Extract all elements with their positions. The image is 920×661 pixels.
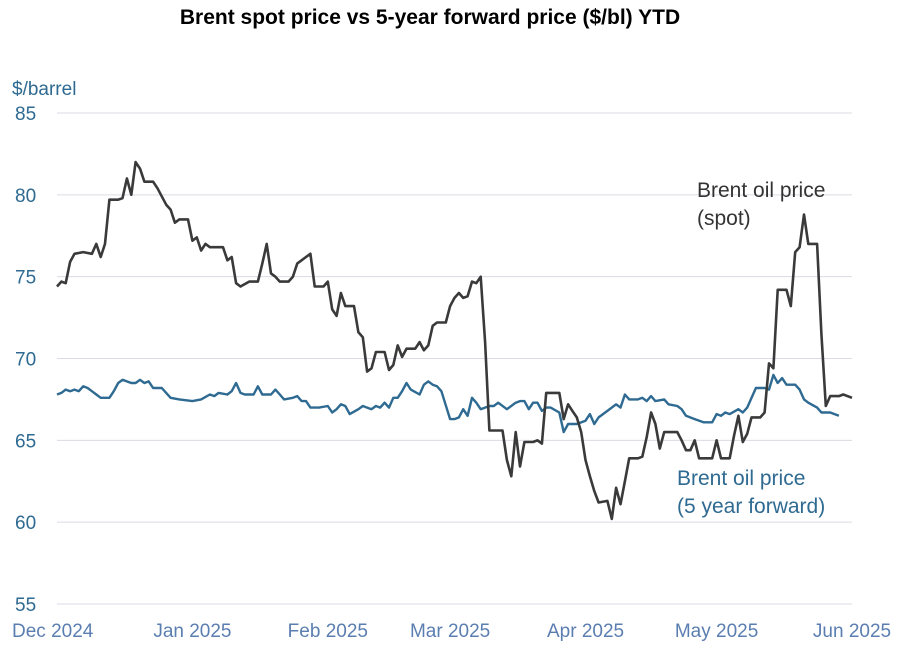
x-tick-label-mar-2025: Mar 2025 — [410, 621, 490, 642]
spot-series-label-line-1: Brent oil price — [697, 179, 825, 202]
x-tick-labels: Dec 2024 Jan 2025 Feb 2025 Mar 2025 Apr 2025… — [12, 621, 891, 642]
gridlines — [57, 112, 852, 605]
y-tick-labels: 55 60 65 70 75 80 85 — [15, 104, 36, 616]
forward-series-label-line-2: (5 year forward) — [677, 495, 825, 518]
y-tick-label-80: 80 — [15, 186, 36, 207]
series-group — [56, 160, 853, 521]
y-tick-label-65: 65 — [15, 431, 36, 452]
forward-series-label-line-1: Brent oil price — [677, 467, 805, 490]
x-tick-label-jan-2025: Jan 2025 — [153, 621, 231, 642]
forward-price-line — [56, 373, 840, 434]
series-annotations: Brent oil price (spot) Brent oil price (5 y… — [677, 179, 825, 518]
spot-price-line — [56, 160, 853, 521]
x-tick-label-may-2025: May 2025 — [675, 621, 758, 642]
x-tick-label-feb-2025: Feb 2025 — [288, 621, 368, 642]
x-tick-label-jun-2025: Jun 2025 — [813, 621, 891, 642]
y-tick-label-70: 70 — [15, 350, 36, 371]
x-tick-label-dec-2024: Dec 2024 — [12, 621, 94, 642]
y-tick-label-85: 85 — [15, 104, 36, 125]
spot-series-label-line-2: (spot) — [697, 207, 751, 230]
y-tick-label-55: 55 — [15, 595, 36, 616]
x-tick-label-apr-2025: Apr 2025 — [547, 621, 624, 642]
y-axis-label: $/barrel — [12, 79, 76, 100]
y-tick-label-75: 75 — [15, 268, 36, 289]
chart-title: Brent spot price vs 5-year forward price… — [179, 6, 681, 29]
y-tick-label-60: 60 — [15, 513, 36, 534]
